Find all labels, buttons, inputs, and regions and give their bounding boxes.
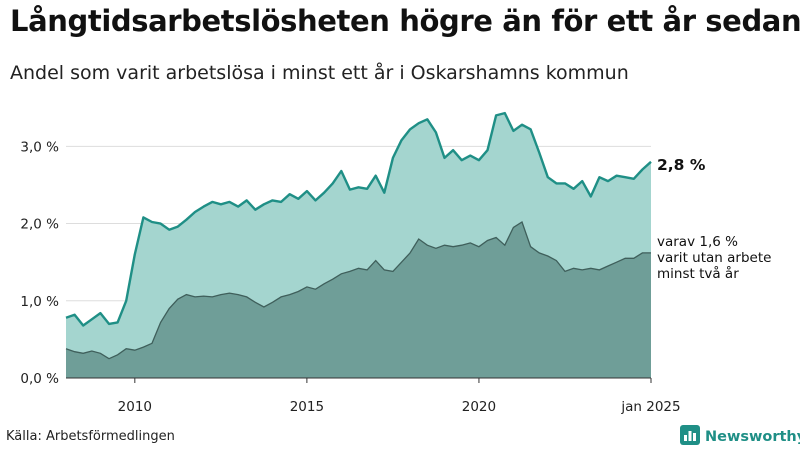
y-tick-label: 3,0 % <box>20 139 59 155</box>
x-axis: 2010 2015 2020 jan 2025 <box>66 377 681 415</box>
annotation-long-term-line: varav 1,6 % <box>657 234 738 250</box>
brand-logo[interactable]: Newsworthy <box>680 425 800 449</box>
x-tick-label: 2020 <box>462 399 496 415</box>
source-note: Källa: Arbetsförmedlingen <box>6 429 175 444</box>
series-long-term-area <box>66 222 651 378</box>
annotation-long-term-line: varit utan arbete <box>657 250 771 266</box>
y-axis: 0,0 % 1,0 % 2,0 % 3,0 % <box>20 139 59 387</box>
annotation-latest-value: 2,8 % <box>657 156 706 174</box>
series-total-line <box>65 111 652 327</box>
brand-label: Newsworthy <box>705 429 800 445</box>
chart-subtitle: Andel som varit arbetslösa i minst ett å… <box>10 62 629 84</box>
bar-chart-logo-icon <box>680 425 700 449</box>
chart-plot-area <box>65 111 652 378</box>
chart-title: Långtidsarbetslösheten högre än för ett … <box>10 4 800 38</box>
series-long-term-line <box>65 221 651 360</box>
y-tick-label: 0,0 % <box>20 371 59 387</box>
y-tick-label: 2,0 % <box>20 217 59 233</box>
x-tick-label: 2015 <box>290 399 324 415</box>
x-tick-label: jan 2025 <box>620 399 680 415</box>
x-tick-label: 2010 <box>118 399 152 415</box>
y-tick-label: 1,0 % <box>20 294 59 310</box>
annotation-long-term-line: minst två år <box>657 265 739 282</box>
